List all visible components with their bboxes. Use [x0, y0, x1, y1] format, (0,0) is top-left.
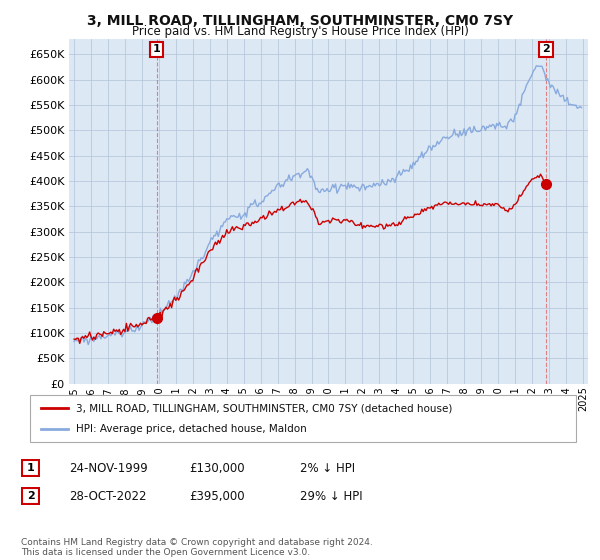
Text: £395,000: £395,000 [189, 490, 245, 503]
Text: HPI: Average price, detached house, Maldon: HPI: Average price, detached house, Mald… [76, 424, 307, 434]
Text: 2: 2 [542, 44, 550, 54]
Text: 2: 2 [27, 491, 34, 501]
Text: £130,000: £130,000 [189, 462, 245, 475]
FancyBboxPatch shape [22, 460, 39, 476]
Text: 24-NOV-1999: 24-NOV-1999 [69, 462, 148, 475]
Text: 1: 1 [27, 463, 34, 473]
Text: Price paid vs. HM Land Registry's House Price Index (HPI): Price paid vs. HM Land Registry's House … [131, 25, 469, 38]
Text: Contains HM Land Registry data © Crown copyright and database right 2024.
This d: Contains HM Land Registry data © Crown c… [21, 538, 373, 557]
Text: 29% ↓ HPI: 29% ↓ HPI [300, 490, 362, 503]
Text: 28-OCT-2022: 28-OCT-2022 [69, 490, 146, 503]
Text: 2% ↓ HPI: 2% ↓ HPI [300, 462, 355, 475]
Text: 3, MILL ROAD, TILLINGHAM, SOUTHMINSTER, CM0 7SY: 3, MILL ROAD, TILLINGHAM, SOUTHMINSTER, … [87, 14, 513, 28]
Text: 1: 1 [153, 44, 161, 54]
Text: 3, MILL ROAD, TILLINGHAM, SOUTHMINSTER, CM0 7SY (detached house): 3, MILL ROAD, TILLINGHAM, SOUTHMINSTER, … [76, 403, 453, 413]
FancyBboxPatch shape [30, 395, 576, 442]
FancyBboxPatch shape [22, 488, 39, 504]
